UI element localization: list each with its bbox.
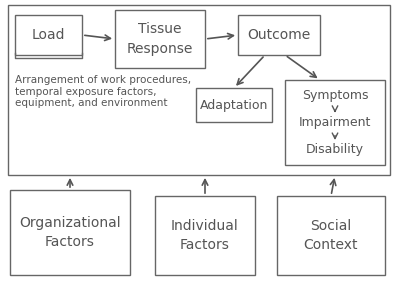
Text: Arrangement of work procedures,
temporal exposure factors,
equipment, and enviro: Arrangement of work procedures, temporal…: [15, 75, 191, 108]
Text: Impairment: Impairment: [299, 116, 371, 129]
Bar: [15, 15, 82, 55]
Text: Adaptation: Adaptation: [200, 99, 268, 112]
Bar: [155, 196, 255, 275]
Bar: [285, 80, 385, 165]
Text: Symptoms: Symptoms: [302, 89, 368, 102]
Bar: [8, 5, 390, 175]
Bar: [115, 10, 205, 68]
Bar: [196, 88, 272, 122]
Bar: [10, 190, 130, 275]
Text: Social
Context: Social Context: [304, 219, 358, 252]
Text: Individual
Factors: Individual Factors: [171, 219, 239, 252]
Text: Organizational
Factors: Organizational Factors: [19, 216, 121, 249]
Bar: [238, 15, 320, 55]
Text: Tissue
Response: Tissue Response: [127, 22, 193, 56]
Text: Load: Load: [32, 28, 65, 42]
Bar: [277, 196, 385, 275]
Text: Disability: Disability: [306, 143, 364, 156]
Text: Outcome: Outcome: [247, 28, 311, 42]
